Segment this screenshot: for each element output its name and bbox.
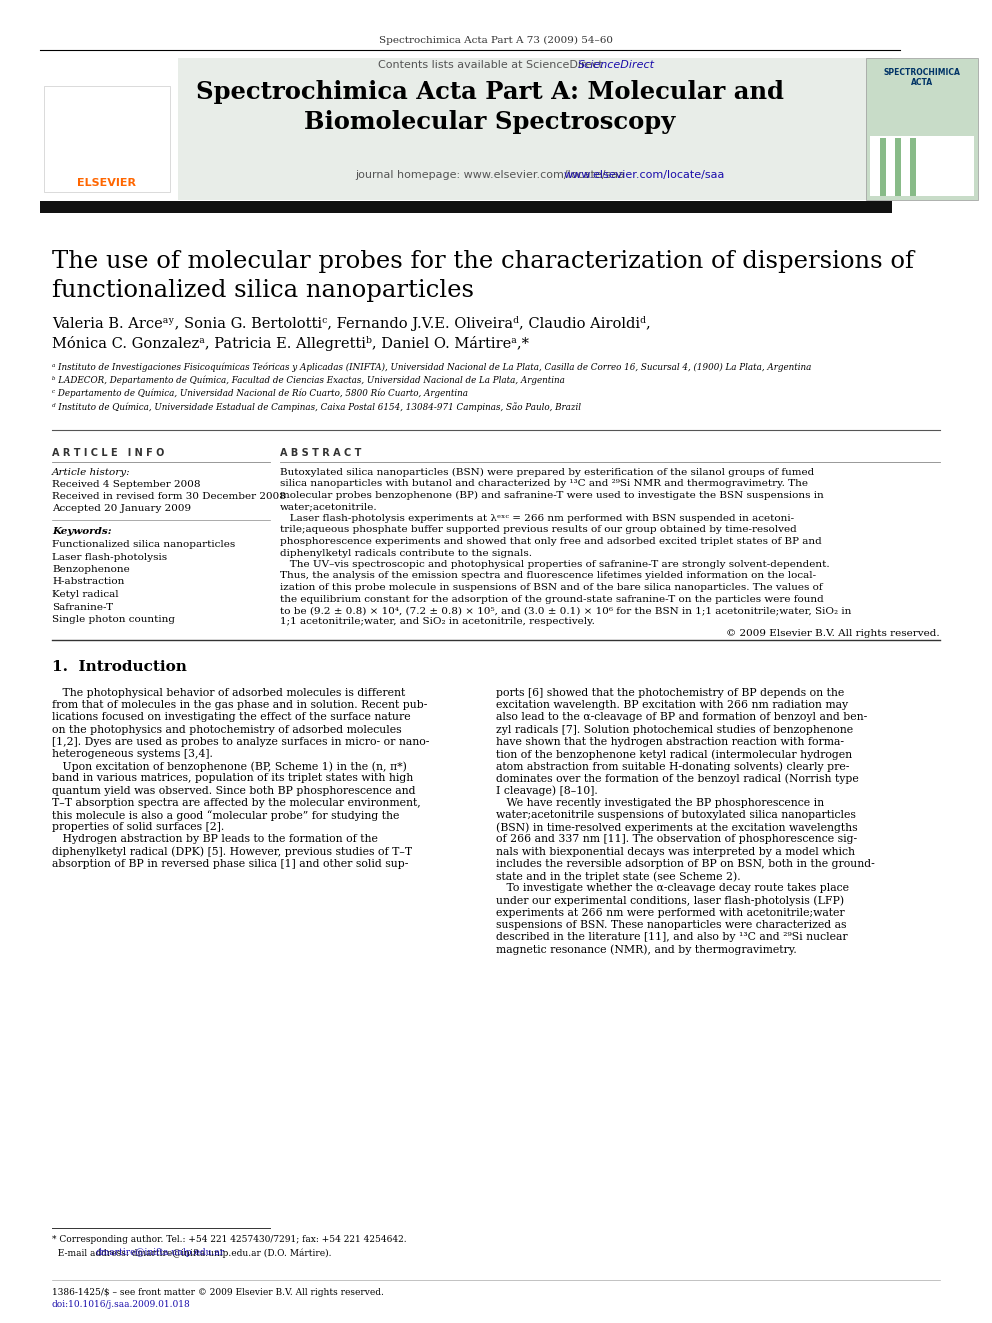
- FancyBboxPatch shape: [880, 138, 886, 196]
- Text: ports [6] showed that the photochemistry of BP depends on the: ports [6] showed that the photochemistry…: [496, 688, 844, 699]
- Text: absorption of BP in reversed phase silica [1] and other solid sup-: absorption of BP in reversed phase silic…: [52, 859, 409, 869]
- Text: dmartire@inifta.unlp.edu.ar: dmartire@inifta.unlp.edu.ar: [96, 1248, 225, 1257]
- Text: magnetic resonance (NMR), and by thermogravimetry.: magnetic resonance (NMR), and by thermog…: [496, 945, 797, 955]
- Text: have shown that the hydrogen abstraction reaction with forma-: have shown that the hydrogen abstraction…: [496, 737, 844, 746]
- Text: doi:10.1016/j.saa.2009.01.018: doi:10.1016/j.saa.2009.01.018: [52, 1301, 190, 1308]
- Text: atom abstraction from suitable H-donating solvents) clearly pre-: atom abstraction from suitable H-donatin…: [496, 761, 849, 771]
- FancyBboxPatch shape: [866, 58, 978, 200]
- Text: www.elsevier.com/locate/saa: www.elsevier.com/locate/saa: [564, 169, 725, 180]
- Text: We have recently investigated the BP phosphorescence in: We have recently investigated the BP pho…: [496, 798, 824, 808]
- Text: A R T I C L E   I N F O: A R T I C L E I N F O: [52, 448, 165, 458]
- Text: Upon excitation of benzophenone (BP, Scheme 1) in the (n, π*): Upon excitation of benzophenone (BP, Sch…: [52, 761, 407, 771]
- Text: ᵃ Instituto de Investigaciones Fisicoquímicas Teóricas y Aplicadas (INIFTA), Uni: ᵃ Instituto de Investigaciones Fisicoquí…: [52, 363, 811, 372]
- Text: phosphorescence experiments and showed that only free and adsorbed excited tripl: phosphorescence experiments and showed t…: [280, 537, 821, 546]
- Text: Contents lists available at ScienceDirect: Contents lists available at ScienceDirec…: [378, 60, 602, 70]
- Text: water;acetonitrile.: water;acetonitrile.: [280, 503, 378, 512]
- Text: experiments at 266 nm were performed with acetonitrile;water: experiments at 266 nm were performed wit…: [496, 908, 844, 918]
- Text: Safranine-T: Safranine-T: [52, 602, 113, 611]
- FancyBboxPatch shape: [895, 138, 901, 196]
- Text: described in the literature [11], and also by ¹³C and ²⁹Si nuclear: described in the literature [11], and al…: [496, 931, 847, 942]
- Text: Spectrochimica Acta Part A 73 (2009) 54–60: Spectrochimica Acta Part A 73 (2009) 54–…: [379, 36, 613, 45]
- Text: ScienceDirect: ScienceDirect: [578, 60, 655, 70]
- FancyBboxPatch shape: [44, 86, 170, 192]
- Text: I cleavage) [8–10].: I cleavage) [8–10].: [496, 786, 598, 796]
- Text: Keywords:: Keywords:: [52, 527, 112, 536]
- Text: ᵇ LADECOR, Departamento de Química, Facultad de Ciencias Exactas, Universidad Na: ᵇ LADECOR, Departamento de Química, Facu…: [52, 376, 564, 385]
- FancyBboxPatch shape: [870, 136, 974, 196]
- Text: diphenylketyl radical (DPK) [5]. However, previous studies of T–T: diphenylketyl radical (DPK) [5]. However…: [52, 847, 412, 857]
- Text: SPECTROCHIMICA
ACTA: SPECTROCHIMICA ACTA: [884, 67, 960, 87]
- Text: includes the reversible adsorption of BP on BSN, both in the ground-: includes the reversible adsorption of BP…: [496, 859, 875, 869]
- Text: under our experimental conditions, laser flash-photolysis (LFP): under our experimental conditions, laser…: [496, 896, 844, 906]
- Text: A B S T R A C T: A B S T R A C T: [280, 448, 361, 458]
- Text: To investigate whether the α-cleavage decay route takes place: To investigate whether the α-cleavage de…: [496, 884, 849, 893]
- Text: silica nanoparticles with butanol and characterized by ¹³C and ²⁹Si NMR and ther: silica nanoparticles with butanol and ch…: [280, 479, 808, 488]
- Text: The UV–vis spectroscopic and photophysical properties of safranine-T are strongl: The UV–vis spectroscopic and photophysic…: [280, 560, 829, 569]
- Text: Accepted 20 January 2009: Accepted 20 January 2009: [52, 504, 191, 513]
- Text: 1386-1425/$ – see front matter © 2009 Elsevier B.V. All rights reserved.: 1386-1425/$ – see front matter © 2009 El…: [52, 1289, 384, 1297]
- Text: band in various matrices, population of its triplet states with high: band in various matrices, population of …: [52, 774, 414, 783]
- Text: Received 4 September 2008: Received 4 September 2008: [52, 480, 200, 490]
- Text: [1,2]. Dyes are used as probes to analyze surfaces in micro- or nano-: [1,2]. Dyes are used as probes to analyz…: [52, 737, 430, 746]
- Text: dominates over the formation of the benzoyl radical (Norrish type: dominates over the formation of the benz…: [496, 774, 859, 785]
- Text: heterogeneous systems [3,4].: heterogeneous systems [3,4].: [52, 749, 213, 759]
- Text: ᶜ Departamento de Química, Universidad Nacional de Río Cuarto, 5800 Río Cuarto, : ᶜ Departamento de Química, Universidad N…: [52, 389, 468, 398]
- Text: © 2009 Elsevier B.V. All rights reserved.: © 2009 Elsevier B.V. All rights reserved…: [726, 628, 940, 638]
- Text: on the photophysics and photochemistry of adsorbed molecules: on the photophysics and photochemistry o…: [52, 725, 402, 734]
- Text: molecular probes benzophenone (BP) and safranine-T were used to investigate the : molecular probes benzophenone (BP) and s…: [280, 491, 823, 500]
- Text: Valeria B. Arceᵃʸ, Sonia G. Bertolottiᶜ, Fernando J.V.E. Oliveiraᵈ, Claudio Airo: Valeria B. Arceᵃʸ, Sonia G. Bertolottiᶜ,…: [52, 316, 651, 331]
- Text: to be (9.2 ± 0.8) × 10⁴, (7.2 ± 0.8) × 10⁵, and (3.0 ± 0.1) × 10⁶ for the BSN in: to be (9.2 ± 0.8) × 10⁴, (7.2 ± 0.8) × 1…: [280, 606, 851, 615]
- Text: Single photon counting: Single photon counting: [52, 615, 175, 624]
- Text: Hydrogen abstraction by BP leads to the formation of the: Hydrogen abstraction by BP leads to the …: [52, 835, 378, 844]
- Text: ization of this probe molecule in suspensions of BSN and of the bare silica nano: ization of this probe molecule in suspen…: [280, 583, 822, 591]
- Text: E-mail address: dmartire@inifta.unlp.edu.ar (D.O. Mártire).: E-mail address: dmartire@inifta.unlp.edu…: [52, 1248, 331, 1257]
- Text: Laser flash-photolysis experiments at λᵉˣᶜ = 266 nm performed with BSN suspended: Laser flash-photolysis experiments at λᵉ…: [280, 515, 795, 523]
- Text: quantum yield was observed. Since both BP phosphorescence and: quantum yield was observed. Since both B…: [52, 786, 416, 795]
- Text: 1.  Introduction: 1. Introduction: [52, 660, 186, 673]
- Text: 1;1 acetonitrile;water, and SiO₂ in acetonitrile, respectively.: 1;1 acetonitrile;water, and SiO₂ in acet…: [280, 618, 595, 627]
- Text: Butoxylated silica nanoparticles (BSN) were prepared by esterification of the si: Butoxylated silica nanoparticles (BSN) w…: [280, 468, 814, 478]
- Text: state and in the triplet state (see Scheme 2).: state and in the triplet state (see Sche…: [496, 871, 741, 881]
- Text: diphenylketyl radicals contribute to the signals.: diphenylketyl radicals contribute to the…: [280, 549, 532, 557]
- Text: nals with biexponential decays was interpreted by a model which: nals with biexponential decays was inter…: [496, 847, 855, 856]
- FancyBboxPatch shape: [40, 58, 178, 200]
- Text: ELSEVIER: ELSEVIER: [77, 179, 137, 188]
- Text: Received in revised form 30 December 2008: Received in revised form 30 December 200…: [52, 492, 286, 501]
- Text: also lead to the α-cleavage of BP and formation of benzoyl and ben-: also lead to the α-cleavage of BP and fo…: [496, 712, 867, 722]
- Text: from that of molecules in the gas phase and in solution. Recent pub-: from that of molecules in the gas phase …: [52, 700, 428, 710]
- Text: Laser flash-photolysis: Laser flash-photolysis: [52, 553, 167, 561]
- Text: The photophysical behavior of adsorbed molecules is different: The photophysical behavior of adsorbed m…: [52, 688, 406, 699]
- Text: tion of the benzophenone ketyl radical (intermolecular hydrogen: tion of the benzophenone ketyl radical (…: [496, 749, 852, 759]
- Text: suspensions of BSN. These nanoparticles were characterized as: suspensions of BSN. These nanoparticles …: [496, 919, 846, 930]
- Text: lications focused on investigating the effect of the surface nature: lications focused on investigating the e…: [52, 712, 411, 722]
- Text: H-abstraction: H-abstraction: [52, 578, 124, 586]
- Text: Article history:: Article history:: [52, 468, 131, 478]
- FancyBboxPatch shape: [40, 201, 892, 213]
- Text: (BSN) in time-resolved experiments at the excitation wavelengths: (BSN) in time-resolved experiments at th…: [496, 822, 858, 832]
- Text: The use of molecular probes for the characterization of dispersions of
functiona: The use of molecular probes for the char…: [52, 250, 914, 302]
- Text: Ketyl radical: Ketyl radical: [52, 590, 119, 599]
- Text: Benzophenone: Benzophenone: [52, 565, 130, 574]
- Text: of 266 and 337 nm [11]. The observation of phosphorescence sig-: of 266 and 337 nm [11]. The observation …: [496, 835, 857, 844]
- Text: journal homepage: www.elsevier.com/locate/saa: journal homepage: www.elsevier.com/locat…: [355, 169, 625, 180]
- Text: * Corresponding author. Tel.: +54 221 4257430/7291; fax: +54 221 4254642.: * Corresponding author. Tel.: +54 221 42…: [52, 1234, 407, 1244]
- Text: Functionalized silica nanoparticles: Functionalized silica nanoparticles: [52, 540, 235, 549]
- Text: T–T absorption spectra are affected by the molecular environment,: T–T absorption spectra are affected by t…: [52, 798, 421, 808]
- Text: the equilibrium constant for the adsorption of the ground-state safranine-T on t: the equilibrium constant for the adsorpt…: [280, 594, 823, 603]
- Text: this molecule is also a good “molecular probe” for studying the: this molecule is also a good “molecular …: [52, 810, 400, 820]
- Text: trile;aqueous phosphate buffer supported previous results of our group obtained : trile;aqueous phosphate buffer supported…: [280, 525, 797, 534]
- Text: water;acetonitrile suspensions of butoxylated silica nanoparticles: water;acetonitrile suspensions of butoxy…: [496, 810, 856, 820]
- Text: Thus, the analysis of the emission spectra and fluorescence lifetimes yielded in: Thus, the analysis of the emission spect…: [280, 572, 816, 581]
- Text: zyl radicals [7]. Solution photochemical studies of benzophenone: zyl radicals [7]. Solution photochemical…: [496, 725, 853, 734]
- Text: properties of solid surfaces [2].: properties of solid surfaces [2].: [52, 822, 224, 832]
- Text: ᵈ Instituto de Química, Universidade Estadual de Campinas, Caixa Postal 6154, 13: ᵈ Instituto de Química, Universidade Est…: [52, 402, 581, 413]
- Text: excitation wavelength. BP excitation with 266 nm radiation may: excitation wavelength. BP excitation wit…: [496, 700, 848, 710]
- Text: Mónica C. Gonzalezᵃ, Patricia E. Allegrettiᵇ, Daniel O. Mártireᵃ,*: Mónica C. Gonzalezᵃ, Patricia E. Allegre…: [52, 336, 529, 351]
- FancyBboxPatch shape: [910, 138, 916, 196]
- Text: Spectrochimica Acta Part A: Molecular and
Biomolecular Spectroscopy: Spectrochimica Acta Part A: Molecular an…: [196, 79, 784, 134]
- FancyBboxPatch shape: [40, 58, 892, 200]
